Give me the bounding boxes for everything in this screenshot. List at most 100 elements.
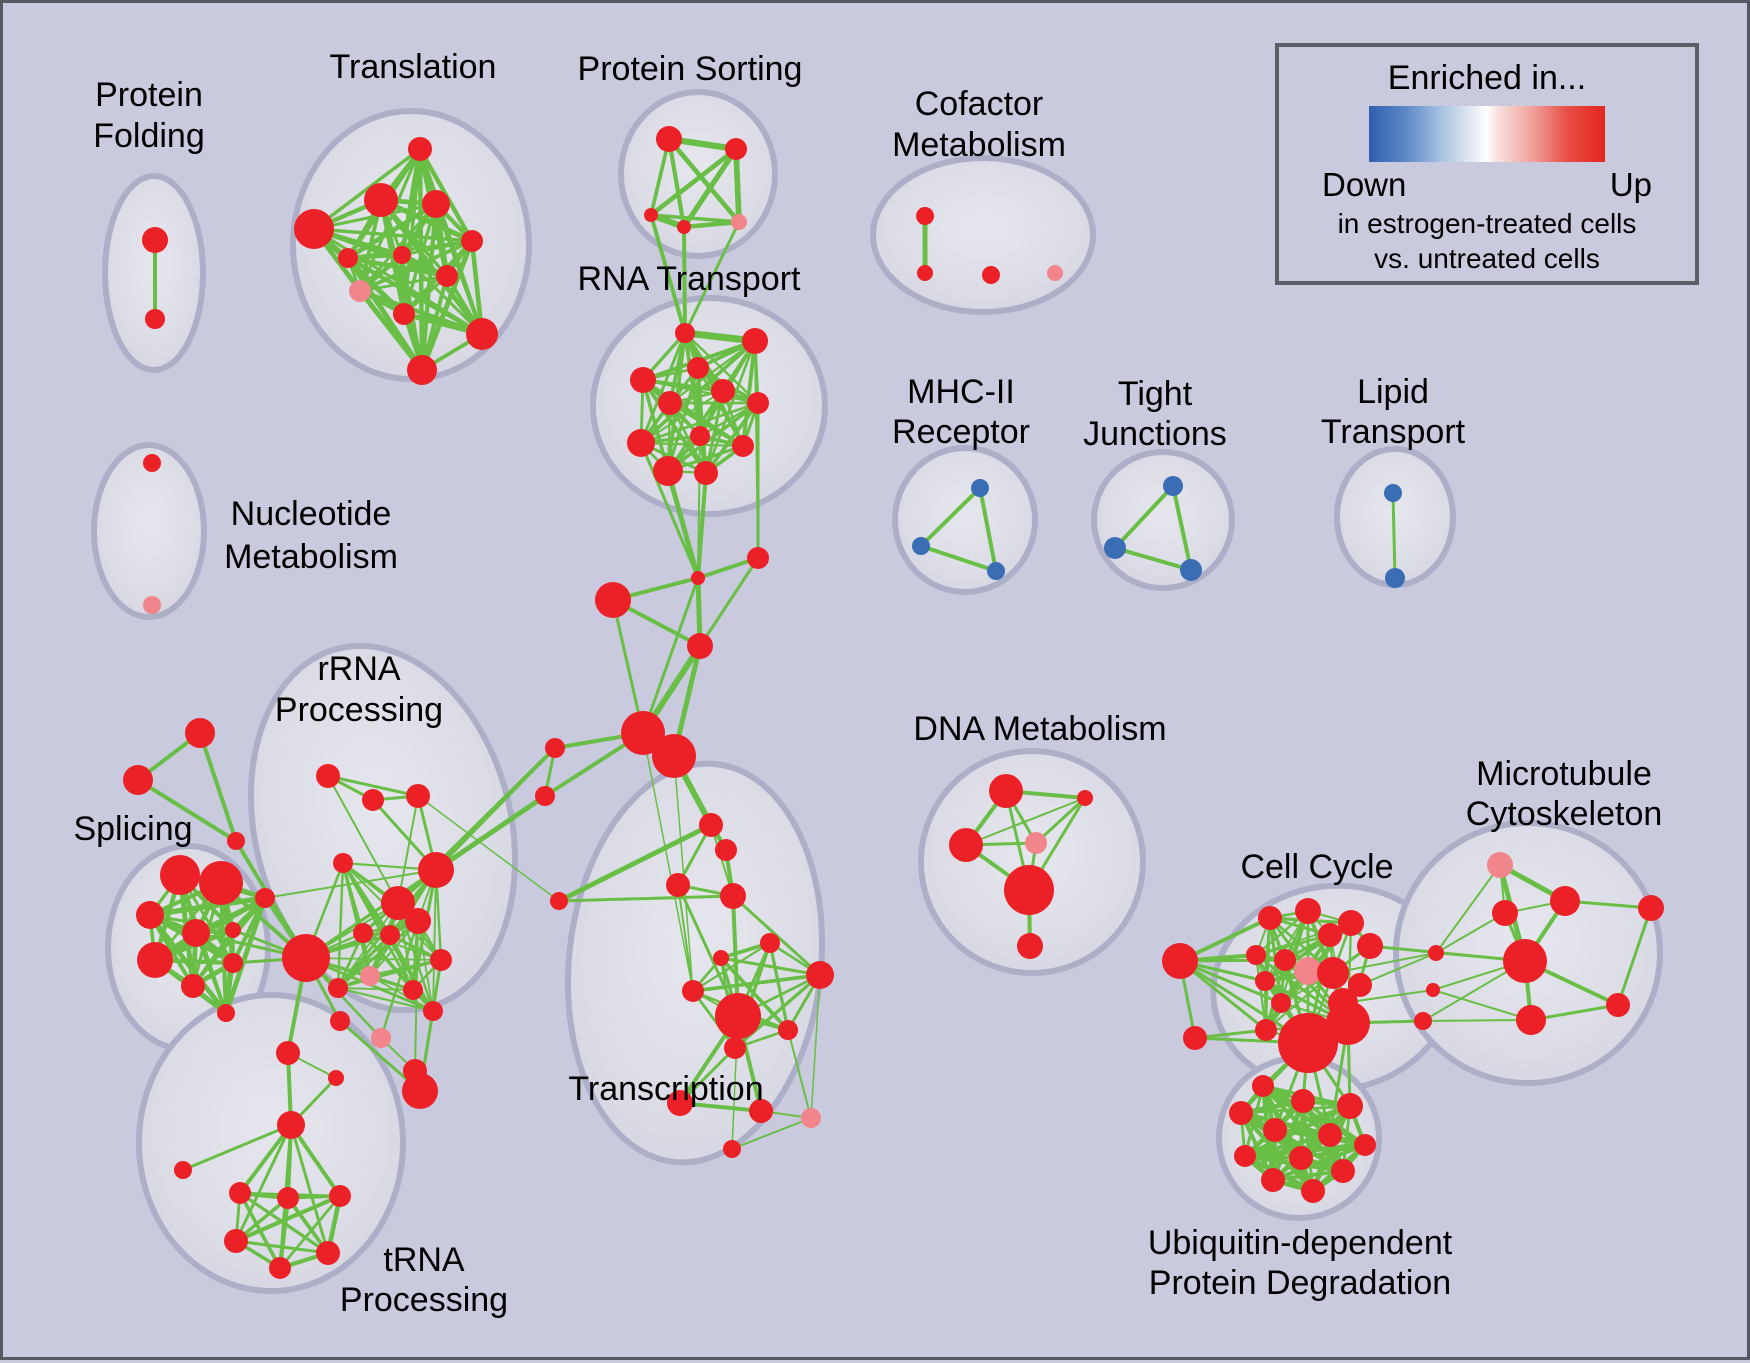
gene-set-node-52 <box>666 873 690 897</box>
gene-set-node-19 <box>675 323 695 343</box>
gene-set-node-85 <box>328 1070 344 1086</box>
gene-set-node-142 <box>1301 1179 1325 1203</box>
gene-set-node-130 <box>1414 1012 1432 1030</box>
gene-set-node-103 <box>1162 943 1198 979</box>
edge <box>337 902 399 989</box>
edge <box>432 869 437 1012</box>
gene-set-node-31 <box>747 547 769 569</box>
gene-set-node-120 <box>1328 988 1358 1018</box>
legend-title: Enriched in... <box>1387 59 1587 97</box>
gene-set-node-32 <box>691 571 705 585</box>
cluster-ellipse-transcription <box>564 760 826 1166</box>
edge <box>1113 484 1175 550</box>
gene-set-node-20 <box>742 328 768 354</box>
cluster-label-trna-processing-line1: tRNA <box>383 1241 465 1279</box>
gene-set-node-95 <box>316 1241 340 1265</box>
gene-set-node-153 <box>1384 484 1402 502</box>
gene-set-node-47 <box>749 1099 773 1123</box>
gene-set-node-30 <box>694 461 718 485</box>
gene-set-node-90 <box>174 1161 192 1179</box>
gene-set-node-2 <box>408 137 432 161</box>
gene-set-node-93 <box>329 1185 351 1207</box>
edge <box>346 256 406 316</box>
edge <box>1391 492 1397 579</box>
gene-set-node-16 <box>644 208 658 222</box>
gene-set-node-152 <box>1180 559 1202 581</box>
edge <box>682 226 687 334</box>
gene-set-node-60 <box>136 901 164 929</box>
gene-set-node-29 <box>653 456 683 486</box>
gene-set-node-138 <box>1234 1145 1256 1167</box>
cluster-label-dna-metabolism-line1: DNA Metabolism <box>913 710 1166 748</box>
gene-set-node-126 <box>1606 993 1630 1017</box>
edge <box>683 219 740 230</box>
gene-set-node-7 <box>393 246 411 264</box>
gene-set-node-67 <box>255 888 275 908</box>
gene-set-node-57 <box>227 832 245 850</box>
edge <box>434 746 557 872</box>
cluster-label-protein-folding-line1: Protein <box>95 76 203 114</box>
gene-set-node-11 <box>466 318 498 350</box>
edge <box>1332 952 1437 974</box>
edge <box>346 201 438 261</box>
edge <box>676 884 740 1017</box>
gene-set-node-123 <box>1492 900 1518 926</box>
gene-set-node-96 <box>269 1257 291 1279</box>
gene-set-node-61 <box>182 919 210 947</box>
edge <box>327 775 399 904</box>
gene-set-node-21 <box>687 357 709 379</box>
gene-set-node-89 <box>277 1111 305 1139</box>
gene-set-node-131 <box>1252 1075 1274 1097</box>
gene-set-node-104 <box>1183 1026 1207 1050</box>
edge <box>741 340 757 447</box>
edge <box>719 956 790 1032</box>
edge <box>692 973 821 993</box>
edge <box>235 1194 341 1243</box>
edge <box>649 147 738 217</box>
cluster-label-mhc-ii-receptor-line2: Receptor <box>892 413 1030 451</box>
gene-set-node-129 <box>1426 983 1440 997</box>
edge <box>153 895 267 963</box>
cluster-label-rrna-processing-line2: Processing <box>275 691 443 729</box>
edge <box>698 557 760 647</box>
gene-set-node-23 <box>658 391 682 415</box>
gene-set-node-10 <box>393 303 415 325</box>
edge <box>345 256 425 372</box>
gene-set-node-76 <box>380 925 400 945</box>
edge <box>337 987 414 991</box>
gene-set-node-63 <box>137 942 173 978</box>
gene-set-node-12 <box>407 355 437 385</box>
cluster-label-mhc-ii-receptor-line1: MHC-II <box>907 373 1015 411</box>
gene-set-node-154 <box>1385 568 1405 588</box>
gene-set-node-55 <box>185 718 215 748</box>
edge <box>696 472 708 579</box>
edge <box>1171 485 1193 571</box>
cluster-label-tight-junctions-line1: Tight <box>1118 375 1193 413</box>
gene-set-node-36 <box>652 734 696 778</box>
cluster-label-cell-cycle-line1: Cell Cycle <box>1240 848 1393 886</box>
edge <box>665 470 701 579</box>
edge <box>754 340 759 559</box>
gene-set-node-39 <box>760 933 780 953</box>
gene-set-node-92 <box>277 1187 299 1209</box>
edge <box>419 240 475 371</box>
gene-set-node-59 <box>199 861 243 905</box>
gene-set-node-106 <box>1295 898 1321 924</box>
gene-set-node-109 <box>1246 945 1266 965</box>
gene-set-node-110 <box>1274 949 1296 971</box>
edge <box>920 544 997 573</box>
edge <box>640 401 759 445</box>
legend-gradient-bar <box>1369 106 1605 162</box>
gene-set-node-75 <box>405 908 431 934</box>
edge <box>1422 1019 1532 1022</box>
gene-set-node-112 <box>1317 957 1349 989</box>
cluster-label-ubiquitin-degradation-line2: Protein Degradation <box>1149 1264 1451 1302</box>
gene-set-node-70 <box>406 784 430 808</box>
gene-set-node-34 <box>687 633 713 659</box>
edge <box>149 895 266 918</box>
edge <box>312 147 422 231</box>
edge <box>667 137 741 224</box>
cluster-label-splicing-line1: Splicing <box>73 810 192 848</box>
edge <box>327 774 419 798</box>
edge <box>787 1029 812 1119</box>
